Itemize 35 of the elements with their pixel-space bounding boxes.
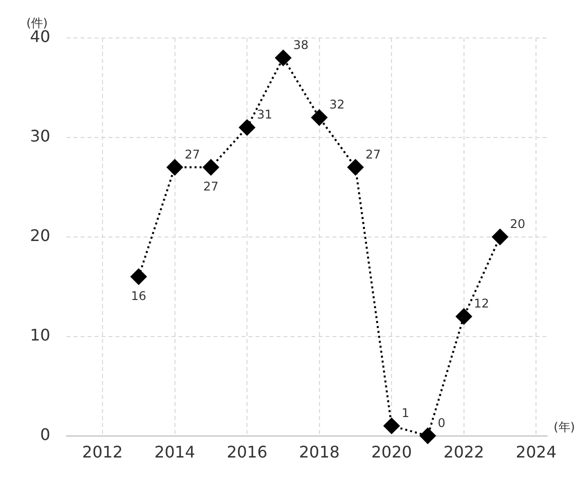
x-axis-title: (年)	[554, 420, 575, 434]
data-label: 27	[184, 147, 200, 162]
point	[347, 159, 364, 176]
x-tick-label: 2024	[516, 442, 557, 462]
point	[492, 228, 508, 245]
data-label: 0	[438, 416, 446, 430]
point	[384, 418, 400, 434]
y-tick-label: 30	[30, 126, 50, 146]
point	[239, 120, 256, 136]
x-tick-label: 2014	[154, 442, 196, 462]
y-tick-label: 20	[30, 226, 50, 246]
x-tick-label: 2016	[226, 442, 268, 462]
y-axis-title: (件)	[26, 16, 48, 30]
point	[166, 159, 183, 176]
data-label: 12	[474, 296, 490, 311]
data-label: 32	[329, 98, 345, 112]
point	[311, 110, 328, 126]
point	[275, 50, 292, 66]
point	[130, 268, 147, 285]
x-tick-label: 2020	[371, 442, 412, 462]
point	[420, 428, 436, 444]
x-tick-label: 2012	[82, 442, 123, 462]
data-label: 27	[203, 179, 219, 194]
data-label: 38	[293, 38, 308, 52]
data-label: 20	[510, 217, 526, 232]
y-tick-label: 0	[40, 424, 50, 444]
data-label: 31	[257, 108, 272, 122]
x-tick-label: 2018	[298, 442, 340, 462]
point	[202, 159, 219, 176]
point	[456, 308, 472, 324]
x-tick-label: 2022	[444, 442, 484, 462]
data-label: 16	[130, 288, 146, 303]
data-label: 1	[402, 406, 410, 420]
data-label: 27	[365, 147, 381, 162]
y-tick-label: 10	[30, 326, 50, 345]
